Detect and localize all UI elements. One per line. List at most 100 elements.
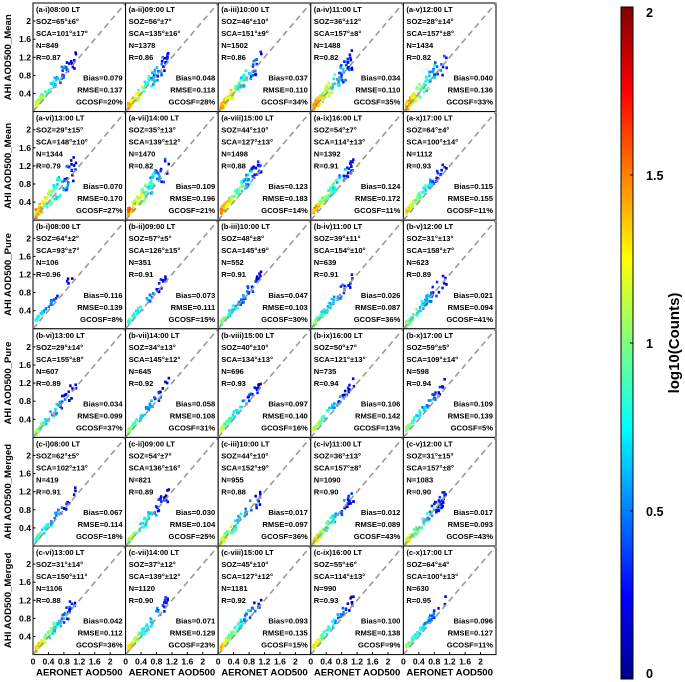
one-to-one-line xyxy=(124,2,219,113)
density-cell xyxy=(258,164,261,168)
density-cell xyxy=(328,194,331,198)
density-cell xyxy=(312,108,316,111)
density-cell xyxy=(132,200,136,203)
density-cell xyxy=(224,533,227,537)
density-cell xyxy=(321,309,324,313)
density-cell xyxy=(150,399,153,403)
density-cell xyxy=(163,610,166,613)
density-cell xyxy=(240,180,243,184)
density-cell xyxy=(147,299,151,302)
density-cell xyxy=(223,643,226,646)
density-cell xyxy=(341,283,344,287)
density-cell xyxy=(230,308,233,312)
density-cell xyxy=(64,611,67,615)
panel: (c-ix)16:00 LT SOZ=55°±6° SCA=114°±13° N=99… xyxy=(310,545,405,656)
n-label: N=630 xyxy=(406,584,429,593)
density-cell xyxy=(74,52,78,56)
y-tick-label: 0.8 xyxy=(19,505,31,515)
density-cell xyxy=(428,74,431,78)
density-cell xyxy=(430,504,434,508)
bias-label: Bias=0.124 xyxy=(361,182,401,191)
density-cell xyxy=(57,619,61,623)
bias-label: Bias=0.017 xyxy=(268,508,307,517)
density-cell xyxy=(423,87,427,91)
density-cell xyxy=(434,500,437,504)
density-cell xyxy=(312,210,315,214)
density-cell xyxy=(137,310,140,314)
density-cell xyxy=(320,197,324,200)
x-tick-label: 2 xyxy=(478,657,483,667)
panel: (c-iii)10:00 LT SOZ=44°±10° SCA=152°±9° N=9… xyxy=(217,436,312,547)
density-cell xyxy=(228,96,231,99)
density-cell xyxy=(37,533,41,537)
density-cell xyxy=(227,635,230,639)
gcosf-label: GCOSF=13% xyxy=(354,423,401,432)
density-cell xyxy=(235,87,239,91)
density-cell xyxy=(334,179,338,182)
density-cell xyxy=(433,616,436,620)
density-cell xyxy=(136,200,139,204)
density-cell xyxy=(228,417,232,421)
density-cell xyxy=(313,103,316,107)
density-cell xyxy=(55,514,58,517)
density-cell xyxy=(259,492,262,496)
y-tick-label: 2 xyxy=(26,233,31,243)
panel: (a-iv)11:00 LT SOZ=36°±12° SCA=157°±8° N=14… xyxy=(310,2,405,113)
density-cell xyxy=(339,613,342,616)
n-label: N=1378 xyxy=(129,41,156,50)
density-cell xyxy=(434,398,437,401)
density-cell xyxy=(324,311,328,314)
x-tick-label: 0 xyxy=(123,657,128,667)
density-cell xyxy=(74,489,77,493)
panel: (b-vi)13:00 LT SOZ=29°±14° SCA=155°±8° N=60… xyxy=(32,328,127,438)
density-cell xyxy=(49,203,52,206)
n-label: N=598 xyxy=(406,367,429,376)
density-cell xyxy=(429,614,432,618)
density-cell xyxy=(48,189,51,193)
density-cell xyxy=(138,529,141,533)
rmse-label: RMSE=0.170 xyxy=(77,194,122,203)
density-cell xyxy=(151,172,155,176)
density-cell xyxy=(37,535,41,538)
density-cell xyxy=(42,641,46,644)
density-cell xyxy=(332,77,336,81)
gcosf-label: GCOSF=8% xyxy=(80,315,123,324)
density-cell xyxy=(46,205,49,209)
n-label: N=821 xyxy=(129,475,152,484)
panel-title: (a-ii)09:00 LT xyxy=(129,5,176,14)
density-cell xyxy=(341,606,345,610)
density-cell xyxy=(338,78,342,81)
density-cell xyxy=(37,314,41,318)
x-tick-label: 1.2 xyxy=(351,657,363,667)
density-cell xyxy=(41,310,44,313)
density-cell xyxy=(437,509,440,513)
density-cell xyxy=(443,491,446,494)
density-cell xyxy=(49,90,52,94)
density-cell xyxy=(352,384,356,388)
density-cell xyxy=(319,531,323,535)
density-cell xyxy=(443,281,446,285)
density-cell xyxy=(223,104,226,108)
density-cell xyxy=(315,318,319,322)
density-cell xyxy=(425,78,429,81)
density-cell xyxy=(417,94,421,98)
density-cell xyxy=(164,380,167,384)
density-cell xyxy=(343,506,346,510)
density-cell xyxy=(350,273,354,276)
density-cell xyxy=(332,298,336,302)
panel-title: (c-ii)09:00 LT xyxy=(129,439,176,448)
soz-label: SOZ=64°±4° xyxy=(406,560,449,569)
n-label: N=696 xyxy=(221,367,244,376)
density-cell xyxy=(313,538,316,542)
density-cell xyxy=(54,296,58,300)
density-cell xyxy=(162,65,165,68)
density-cell xyxy=(331,191,334,194)
x-tick-label: 0.4 xyxy=(42,657,54,667)
density-cell xyxy=(336,181,339,184)
density-cell xyxy=(255,275,259,278)
panel-title: (c-iii)10:00 LT xyxy=(221,439,270,448)
n-label: N=106 xyxy=(36,258,59,267)
density-cell xyxy=(144,524,148,527)
density-cell xyxy=(220,429,223,433)
density-cell xyxy=(129,99,132,103)
